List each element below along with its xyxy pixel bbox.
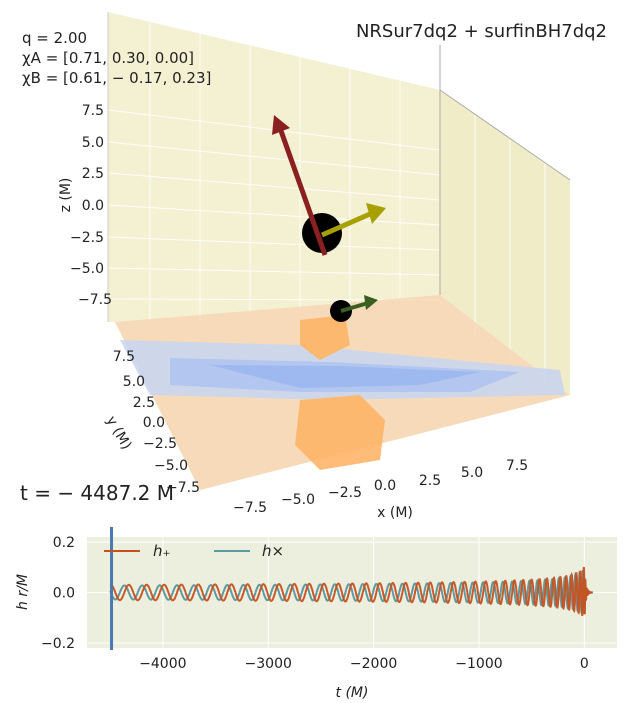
top-edge — [439, 89, 571, 181]
waveform-plot: −4000 −3000 −2000 −1000 0 0.2 0.0 −0.2 h₊ h× h … — [15, 527, 617, 701]
x-tick: 7.5 — [506, 458, 528, 474]
chi-b-label: χB = [0.61, − 0.17, 0.23] — [22, 69, 211, 87]
waveform-x-label: t (M) — [336, 685, 369, 701]
spin-arrow-floor-head — [364, 295, 378, 310]
y-tick-label: 0.2 — [53, 535, 75, 551]
x-tick: −5.0 — [281, 492, 315, 508]
z-tick: −2.5 — [70, 230, 104, 246]
series-h-cross — [109, 569, 593, 615]
legend: h₊ h× — [104, 542, 284, 560]
x-tick-label: −1000 — [455, 656, 502, 672]
z-tick: 2.5 — [82, 166, 104, 182]
z-tick: −7.5 — [78, 292, 112, 308]
spin-arrow-b-head — [366, 203, 386, 224]
z-tick: 0.0 — [82, 198, 104, 214]
chart-title: NRSur7dq2 + surfinBH7dq2 — [356, 21, 607, 42]
x-tick: −2.5 — [328, 485, 362, 501]
y-tick: −7.5 — [166, 480, 200, 496]
y-ticks: 7.5 5.0 2.5 0.0 −2.5 −5.0 −7.5 — [113, 349, 200, 496]
waveform-contour — [115, 295, 570, 490]
x-tick-label: −2000 — [350, 656, 397, 672]
spin-arrow-a — [277, 127, 328, 256]
legend-label-h-plus: h₊ — [153, 542, 170, 560]
x-ticks: −7.5 −5.0 −2.5 0.0 2.5 5.0 7.5 — [233, 458, 528, 516]
back-pane-right — [440, 90, 570, 395]
spin-arrow-a-head — [272, 115, 290, 135]
y-tick-label: −0.2 — [41, 636, 75, 652]
y-tick: 7.5 — [113, 349, 135, 365]
x-tick: 5.0 — [461, 465, 483, 481]
y-tick: 0.0 — [143, 415, 165, 431]
spin-arrow-floor — [340, 301, 369, 313]
series-h-plus — [109, 566, 593, 617]
back-pane-left — [108, 12, 440, 322]
x-tick-label: −3000 — [245, 656, 292, 672]
y-tick: 5.0 — [123, 374, 145, 390]
ticks: −4000 −3000 −2000 −1000 0 0.2 0.0 −0.2 — [41, 535, 589, 672]
z-tick: 5.0 — [82, 135, 104, 151]
y-tick: 2.5 — [133, 395, 155, 411]
x-axis-label: x (M) — [377, 505, 413, 521]
x-tick: 0.0 — [374, 478, 396, 494]
x-tick: −7.5 — [233, 500, 267, 516]
y-tick: −2.5 — [143, 436, 177, 452]
legend-label-h-cross: h× — [262, 542, 284, 560]
z-ticks: 7.5 5.0 2.5 0.0 −2.5 −5.0 −7.5 — [70, 103, 112, 308]
time-label: t = − 4487.2 M — [20, 481, 174, 505]
z-tick: 7.5 — [82, 103, 104, 119]
y-tick: −5.0 — [154, 458, 188, 474]
q-label: q = 2.00 — [22, 29, 87, 47]
3d-axes — [107, 12, 571, 490]
x-tick-label: 0 — [580, 656, 589, 672]
z-tick: −5.0 — [70, 261, 104, 277]
x-tick: 2.5 — [419, 473, 441, 489]
waveform-y-label: h r/M — [15, 574, 31, 610]
y-axis-label: y (M) — [103, 414, 135, 453]
z-axis-label: z (M) — [58, 178, 74, 213]
y-tick-label: 0.0 — [53, 586, 75, 602]
spin-arrow-b — [320, 211, 372, 238]
x-tick-label: −4000 — [139, 656, 186, 672]
chi-a-label: χA = [0.71, 0.30, 0.00] — [22, 49, 194, 67]
